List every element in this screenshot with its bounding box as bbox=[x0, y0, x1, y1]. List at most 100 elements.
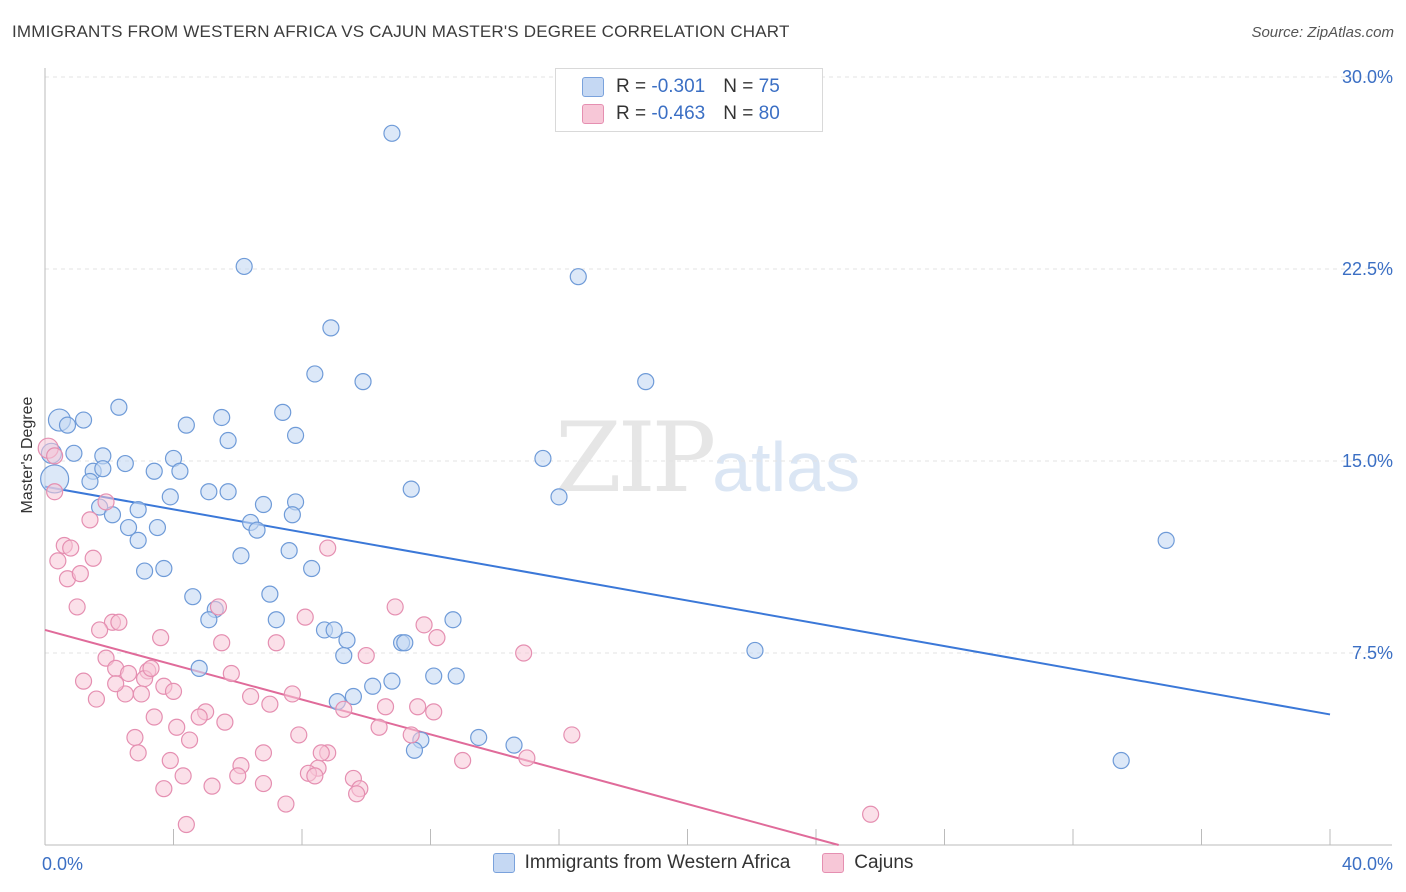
bottom-legend: Immigrants from Western Africa Cajuns bbox=[0, 852, 1406, 874]
legend-swatch-pink bbox=[582, 104, 604, 124]
bottom-legend-item-cajuns: Cajuns bbox=[822, 852, 913, 874]
cajuns-point bbox=[152, 629, 170, 647]
legend-n-value: 75 bbox=[758, 76, 780, 97]
western-africa-point bbox=[338, 631, 356, 649]
tick-labels: 7.5% 15.0% 22.5% 30.0% 0.0% 40.0% bbox=[42, 67, 1393, 874]
western-africa-point bbox=[161, 488, 179, 506]
western-africa-point bbox=[219, 431, 237, 450]
western-africa-point bbox=[402, 480, 420, 498]
legend-row-western-africa: R = -0.301 N = 75 bbox=[582, 74, 780, 100]
cajuns-point bbox=[209, 598, 228, 616]
western-africa-point bbox=[213, 408, 231, 427]
western-africa-point bbox=[335, 646, 353, 665]
western-africa-point bbox=[280, 541, 298, 560]
western-africa-point bbox=[470, 728, 488, 747]
cajuns-point bbox=[254, 744, 273, 762]
western-africa-point bbox=[58, 416, 77, 434]
legend-r-value: -0.463 bbox=[651, 103, 706, 124]
cajuns-point bbox=[402, 726, 420, 744]
legend-row-cajuns: R = -0.463 N = 80 bbox=[582, 101, 780, 127]
cajuns-point bbox=[319, 539, 337, 557]
western-africa-point bbox=[364, 677, 382, 695]
cajuns-point bbox=[81, 511, 99, 529]
cajuns-point bbox=[254, 774, 273, 793]
western-africa-trend-line bbox=[44, 485, 1331, 716]
western-africa-point bbox=[550, 488, 568, 506]
western-africa-point bbox=[116, 454, 134, 473]
cajuns-point bbox=[180, 731, 199, 749]
cajuns-point bbox=[203, 777, 221, 795]
western-africa-point bbox=[447, 667, 465, 685]
data-points bbox=[37, 124, 1175, 834]
western-africa-point bbox=[155, 559, 173, 578]
cajuns-point bbox=[357, 646, 375, 665]
western-africa-point bbox=[325, 621, 343, 639]
watermark-atlas: atlas bbox=[712, 428, 861, 506]
western-africa-point bbox=[283, 506, 301, 524]
western-africa-point bbox=[129, 531, 147, 549]
western-africa-point bbox=[569, 268, 587, 286]
y-axis-label: Master's Degree bbox=[19, 396, 36, 514]
grid-lines bbox=[45, 76, 1392, 654]
western-africa-point bbox=[383, 124, 401, 142]
cajuns-point bbox=[370, 718, 388, 736]
cajuns-point bbox=[454, 751, 472, 770]
western-africa-point bbox=[322, 319, 340, 337]
cajuns-point bbox=[126, 728, 144, 747]
cajuns-point bbox=[386, 598, 404, 616]
western-africa-point bbox=[200, 483, 218, 501]
cajuns-point bbox=[71, 565, 89, 583]
cajuns-point bbox=[129, 744, 147, 762]
cajuns-point bbox=[312, 744, 330, 762]
western-africa-point bbox=[405, 741, 424, 759]
western-africa-point bbox=[1112, 751, 1130, 770]
legend-r-value: -0.301 bbox=[651, 76, 706, 97]
western-africa-point bbox=[94, 460, 112, 478]
cajuns-point bbox=[142, 659, 160, 677]
y-tick-label: 15.0% bbox=[1342, 451, 1393, 471]
cajuns-point bbox=[164, 682, 183, 701]
cajuns-point bbox=[862, 805, 880, 823]
western-africa-point bbox=[306, 365, 324, 383]
source-label: Source: ZipAtlas.com bbox=[1251, 24, 1394, 41]
western-africa-point bbox=[425, 667, 443, 685]
western-africa-point bbox=[534, 449, 552, 468]
western-africa-point bbox=[344, 687, 362, 706]
cajuns-point bbox=[107, 675, 125, 693]
western-africa-point bbox=[354, 373, 372, 391]
legend-n-label: N = bbox=[723, 76, 759, 97]
cajuns-point bbox=[242, 687, 260, 706]
western-africa-point bbox=[254, 495, 273, 514]
cajuns-point bbox=[87, 690, 106, 708]
cajuns-trend-line bbox=[44, 628, 839, 846]
x-tick-label: 40.0% bbox=[1342, 854, 1393, 874]
cajuns-point bbox=[222, 664, 240, 683]
trend-lines bbox=[44, 485, 1331, 846]
western-africa-point bbox=[200, 611, 218, 629]
bottom-legend-label: Cajuns bbox=[854, 852, 914, 873]
western-africa-point bbox=[135, 562, 154, 580]
western-africa-point bbox=[274, 403, 292, 421]
y-tick-label: 7.5% bbox=[1352, 643, 1393, 663]
cajuns-point bbox=[155, 780, 173, 798]
cajuns-point bbox=[518, 749, 536, 767]
cajuns-point bbox=[261, 695, 279, 713]
chart-title: IMMIGRANTS FROM WESTERN AFRICA VS CAJUN … bbox=[12, 22, 790, 41]
legend-n-value: 80 bbox=[758, 103, 780, 124]
cajuns-point bbox=[68, 598, 86, 616]
legend-n-label: N = bbox=[723, 103, 759, 124]
western-africa-point bbox=[396, 634, 414, 652]
western-africa-point bbox=[637, 373, 655, 391]
cajuns-point bbox=[145, 708, 163, 726]
watermark: ZIPatlas bbox=[555, 402, 860, 514]
western-africa-point bbox=[383, 672, 401, 690]
western-africa-point bbox=[505, 736, 523, 754]
western-africa-point bbox=[119, 518, 138, 537]
cajuns-point bbox=[283, 685, 301, 703]
western-africa-point bbox=[1157, 531, 1175, 549]
legend-swatch-blue bbox=[582, 77, 604, 97]
cajuns-point bbox=[290, 726, 308, 744]
cajuns-point bbox=[409, 698, 427, 716]
western-africa-point bbox=[184, 588, 202, 606]
cajuns-point bbox=[213, 634, 231, 652]
